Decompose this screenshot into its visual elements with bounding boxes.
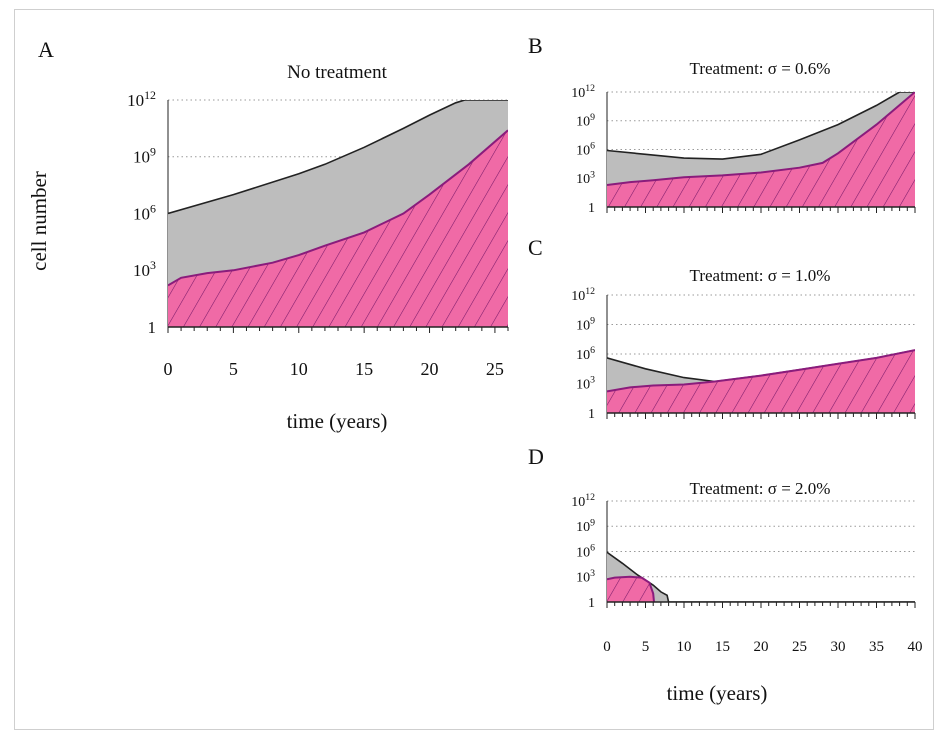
panel-c: C Treatment: σ = 1.0% 1 103 106 109 1012 xyxy=(528,235,916,422)
panel-title: Treatment: σ = 0.6% xyxy=(690,59,831,78)
x-tick-label: 40 xyxy=(908,639,923,655)
resistant-population-line xyxy=(607,575,655,602)
panel-label: B xyxy=(528,33,543,58)
x-tick-label: 10 xyxy=(677,639,692,655)
y-tick-label: 103 xyxy=(576,169,595,187)
y-tick-label: 106 xyxy=(576,345,595,363)
x-axis-label: time (years) xyxy=(667,681,768,705)
panel-title: No treatment xyxy=(287,62,387,83)
x-tick-label: 20 xyxy=(754,639,769,655)
x-tick-label: 5 xyxy=(642,639,650,655)
x-axis-label: time (years) xyxy=(287,409,388,433)
x-tick-label: 0 xyxy=(164,359,173,379)
resistant-population-line xyxy=(607,349,915,393)
y-tick-label: 103 xyxy=(576,375,595,393)
y-tick-label: 109 xyxy=(133,145,156,167)
resistant-population-area xyxy=(168,130,508,327)
panel-label: C xyxy=(528,235,543,260)
x-tick-label: 35 xyxy=(869,639,884,655)
x-tick-label: 15 xyxy=(715,639,730,655)
panel-d: D Treatment: σ = 2.0% 1 103 106 109 1012 0 5 10 15… xyxy=(528,444,923,705)
y-tick-label: 1 xyxy=(148,318,157,337)
x-tick-label: 15 xyxy=(355,359,373,379)
y-tick-label: 1 xyxy=(588,407,595,422)
y-tick-label: 106 xyxy=(576,141,595,159)
y-tick-label: 109 xyxy=(576,517,595,535)
y-tick-label: 109 xyxy=(576,316,595,334)
figure-frame xyxy=(14,9,934,730)
resistant-population-line xyxy=(168,129,508,287)
panel-label: D xyxy=(528,444,544,469)
resistant-population-area xyxy=(607,576,654,602)
total-population-line xyxy=(607,92,915,160)
y-tick-label: 1012 xyxy=(127,88,156,110)
total-population-line xyxy=(168,100,508,215)
x-tick-label: 5 xyxy=(229,359,238,379)
resistant-population-area xyxy=(607,350,915,413)
x-tick-label: 0 xyxy=(603,639,611,655)
x-tick-label: 20 xyxy=(421,359,439,379)
total-population-line xyxy=(607,551,915,602)
y-tick-label: 1012 xyxy=(571,83,595,101)
resistant-population-line xyxy=(607,92,915,186)
panel-label: A xyxy=(38,37,54,62)
y-tick-label: 1 xyxy=(588,596,595,611)
x-tick-label: 10 xyxy=(290,359,308,379)
y-tick-label: 106 xyxy=(133,201,156,223)
x-tick-label: 30 xyxy=(831,639,846,655)
panel-b: B Treatment: σ = 0.6% 1 103 106 109 1012 xyxy=(528,33,916,216)
x-tick-label: 25 xyxy=(486,359,504,379)
y-axis-label: cell number xyxy=(27,171,51,271)
x-tick-label: 25 xyxy=(792,639,807,655)
y-tick-label: 1012 xyxy=(571,492,595,510)
y-tick-label: 109 xyxy=(576,112,595,130)
panel-title: Treatment: σ = 2.0% xyxy=(690,479,831,498)
y-tick-label: 106 xyxy=(576,543,595,561)
panel-title: Treatment: σ = 1.0% xyxy=(690,266,831,285)
panel-a: A No treatment 1 103 106 109 1012 0 5 10 15 20 25 tim… xyxy=(27,37,509,433)
y-tick-label: 103 xyxy=(133,258,156,280)
y-tick-label: 1012 xyxy=(571,286,595,304)
y-tick-label: 1 xyxy=(588,201,595,216)
y-tick-label: 103 xyxy=(576,568,595,586)
